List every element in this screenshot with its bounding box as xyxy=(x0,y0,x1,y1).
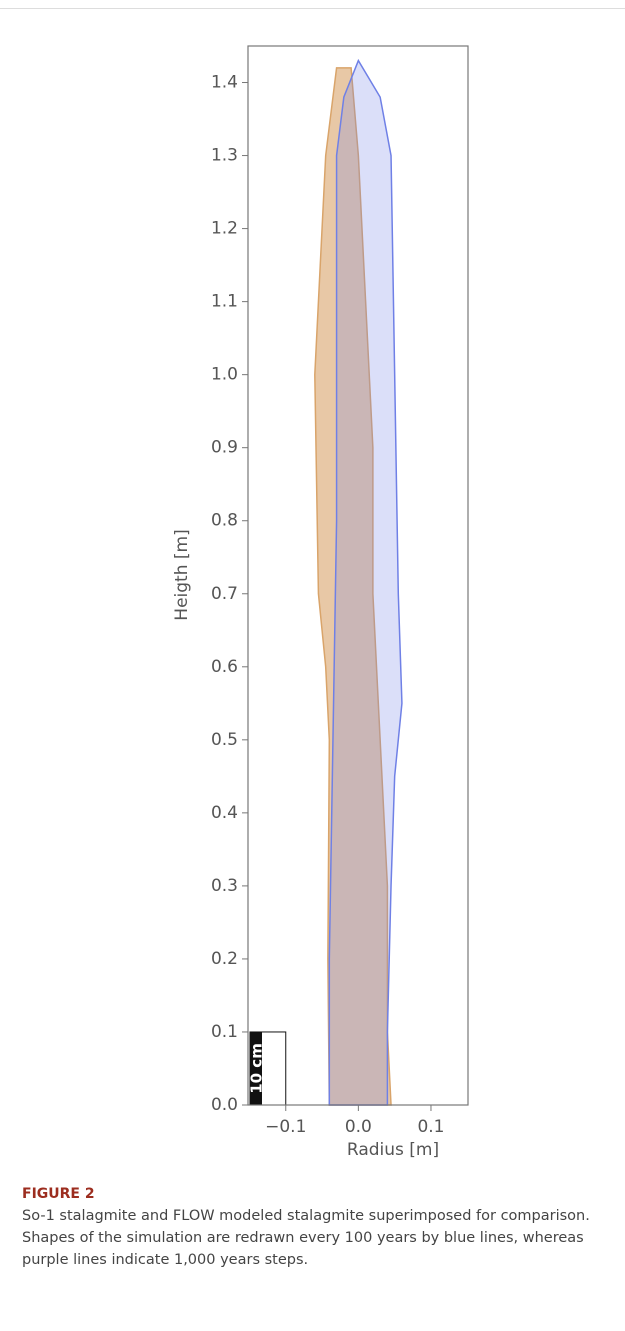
caption-text: So-1 stalagmite and FLOW modeled stalagm… xyxy=(22,1205,607,1271)
y-tick-label: 1.3 xyxy=(211,146,238,166)
y-tick-label: 1.4 xyxy=(211,73,238,93)
y-tick-label: 1.1 xyxy=(211,292,238,312)
caption: FIGURE 2 So-1 stalagmite and FLOW modele… xyxy=(22,1183,607,1271)
y-tick-label: 0.2 xyxy=(211,949,238,969)
simulation-outline xyxy=(329,61,402,1105)
scale-bar-label: 10 cm xyxy=(248,1043,266,1094)
x-tick-label: 0.0 xyxy=(345,1117,372,1137)
y-tick-label: 0.0 xyxy=(211,1095,238,1115)
y-tick-label: 1.2 xyxy=(211,219,238,239)
caption-label: FIGURE 2 xyxy=(22,1183,607,1205)
x-tick-label: −0.1 xyxy=(265,1117,306,1137)
y-axis-label: Heigth [m] xyxy=(172,529,192,620)
page: Radius [m] Heigth [m] 10 cm 0.0 0.1 0.2 0.3 0… xyxy=(0,0,625,1331)
y-tick-label: 0.9 xyxy=(211,438,238,458)
y-tick-label: 0.7 xyxy=(211,584,238,604)
y-tick-label: 0.4 xyxy=(211,803,238,823)
y-tick-label: 0.8 xyxy=(211,511,238,531)
chart: Radius [m] Heigth [m] 10 cm 0.0 0.1 0.2 0.3 0… xyxy=(0,0,625,1170)
y-tick-label: 1.0 xyxy=(211,365,238,385)
y-tick-label: 0.1 xyxy=(211,1022,238,1042)
x-axis-label: Radius [m] xyxy=(347,1140,439,1160)
x-tick-label: 0.1 xyxy=(417,1117,444,1137)
y-tick-label: 0.5 xyxy=(211,730,238,750)
y-tick-label: 0.6 xyxy=(211,657,238,677)
y-tick-label: 0.3 xyxy=(211,876,238,896)
